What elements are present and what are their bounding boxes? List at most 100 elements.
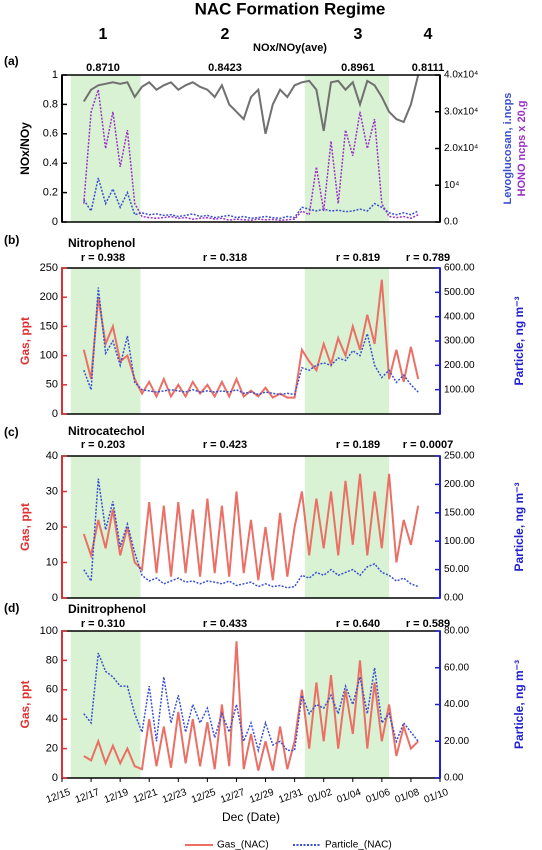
series-line	[83, 641, 419, 771]
y-tick-label: 20	[46, 743, 58, 755]
x-tick-label: 01/04	[335, 787, 363, 806]
y2-axis-label: Particle, ng m⁻³	[512, 296, 526, 385]
figure-title: NAC Formation Regime	[195, 0, 386, 18]
y-tick-label: 0.6	[43, 128, 58, 140]
annotation: r = 0.423	[203, 439, 247, 451]
x-tick-label: 01/02	[306, 787, 334, 806]
x-tick-label: 12/27	[219, 787, 247, 806]
y2-tick-label: 300.00	[444, 336, 475, 347]
panel-label: (c)	[4, 425, 19, 439]
series-line	[83, 652, 419, 754]
y2-tick-label: 0.00	[444, 593, 464, 604]
y2-axis-label: Levoglucosan, i.ncps	[502, 93, 514, 205]
y2-tick-label: 250.00	[444, 451, 475, 462]
regime-label: 3	[354, 26, 363, 43]
regime-shade	[304, 456, 390, 598]
series-line	[82, 74, 420, 135]
y2-tick-label: 100.00	[444, 536, 475, 547]
panel-title: Nitrocatechol	[68, 424, 145, 438]
annotation: r = 0.789	[406, 252, 450, 264]
y2-tick-label: 400.00	[444, 311, 475, 322]
annotation: r = 0.318	[203, 252, 247, 264]
legend-label: Particle_(NAC)	[325, 840, 392, 850]
y2-tick-label: 20.00	[444, 736, 469, 747]
annotation: r = 0.433	[203, 618, 247, 630]
x-axis-label: Dec (Date)	[222, 810, 280, 824]
y-axis-label: Gas, ppt	[18, 317, 32, 365]
y-tick-label: 100	[40, 625, 58, 637]
y-tick-label: 40	[46, 713, 58, 725]
y-tick-label: 100	[40, 350, 58, 362]
y-tick-label: 0.4	[43, 157, 58, 169]
y2-tick-label: 200.00	[444, 360, 475, 371]
regime-label: 4	[424, 26, 433, 43]
annotation: r = 0.819	[336, 252, 380, 264]
y2-tick-label: 10⁴	[444, 180, 459, 191]
annotation: r = 0.938	[81, 252, 125, 264]
y-tick-label: 150	[40, 320, 58, 332]
x-tick-label: 12/29	[248, 787, 276, 806]
panel-title: NOx/NOy(ave)	[253, 42, 327, 54]
annotation: 0.8423	[208, 62, 242, 74]
x-tick-label: 01/10	[423, 787, 451, 806]
panel-label: (a)	[4, 54, 19, 68]
x-tick-label: 12/17	[74, 787, 102, 806]
x-tick-label: 12/31	[277, 787, 305, 806]
legend-label: Gas_(NAC)	[217, 840, 269, 850]
annotation: 0.8111	[412, 62, 444, 74]
y2-tick-label: 600.00	[444, 263, 475, 274]
annotation: 0.8710	[86, 62, 120, 74]
y2-tick-label: 0.0	[444, 217, 458, 228]
series-line	[83, 478, 419, 589]
annotation: r = 0.310	[81, 618, 125, 630]
annotation: 0.8961	[341, 62, 375, 74]
y-tick-label: 0.2	[43, 187, 58, 199]
y2-tick-label: 4.0x10⁴	[444, 70, 478, 81]
regime-label: 2	[221, 26, 230, 43]
y2-tick-label: 150.00	[444, 507, 475, 518]
y2-tick-label: 2.0x10⁴	[444, 143, 478, 154]
y-axis-label: Gas, ppt	[18, 503, 32, 551]
annotation: r = 0.203	[81, 439, 125, 451]
x-tick-label: 01/08	[394, 787, 422, 806]
y2-tick-label: 60.00	[444, 662, 469, 673]
annotation: r = 0.0007	[403, 439, 453, 451]
y-tick-label: 0	[52, 772, 58, 784]
y2-tick-label: 40.00	[444, 699, 469, 710]
x-tick-label: 12/21	[132, 787, 160, 806]
y2-tick-label: 100.00	[444, 384, 475, 395]
y-tick-label: 20	[46, 521, 58, 533]
y2-tick-label: 500.00	[444, 287, 475, 298]
x-tick-label: 01/06	[364, 787, 392, 806]
x-tick-label: 12/15	[45, 787, 73, 806]
annotation: r = 0.189	[336, 439, 380, 451]
y-tick-label: 80	[46, 654, 58, 666]
x-tick-label: 12/19	[103, 787, 131, 806]
series-line	[82, 279, 420, 399]
y-tick-label: 0.8	[43, 98, 58, 110]
y-tick-label: 60	[46, 684, 58, 696]
y-axis-label: Gas, ppt	[18, 680, 32, 728]
y2-axis-label: HONO ncps x 20,g	[516, 101, 528, 197]
y-tick-label: 0	[52, 216, 58, 228]
regime-shade	[304, 268, 390, 414]
y2-tick-label: 80.00	[444, 626, 469, 637]
y-tick-label: 200	[40, 291, 58, 303]
annotation: r = 0.640	[336, 618, 380, 630]
annotation: r = 0.589	[406, 618, 450, 630]
y2-tick-label: 0.00	[444, 773, 464, 784]
y2-axis-label: Particle, ng m⁻³	[512, 482, 526, 571]
y-tick-label: 0	[52, 408, 58, 420]
y2-tick-label: 50.00	[444, 564, 469, 575]
y-tick-label: 0	[52, 592, 58, 604]
panel-label: (b)	[4, 233, 19, 247]
series-line	[83, 287, 419, 396]
y-tick-label: 1	[52, 69, 58, 81]
regime-label: 1	[99, 26, 108, 43]
y-tick-label: 10	[46, 556, 58, 568]
panel-label: (d)	[4, 601, 19, 615]
panel-title: Nitrophenol	[68, 236, 135, 250]
y-tick-label: 250	[40, 262, 58, 274]
y2-tick-label: 3.0x10⁴	[444, 106, 478, 117]
